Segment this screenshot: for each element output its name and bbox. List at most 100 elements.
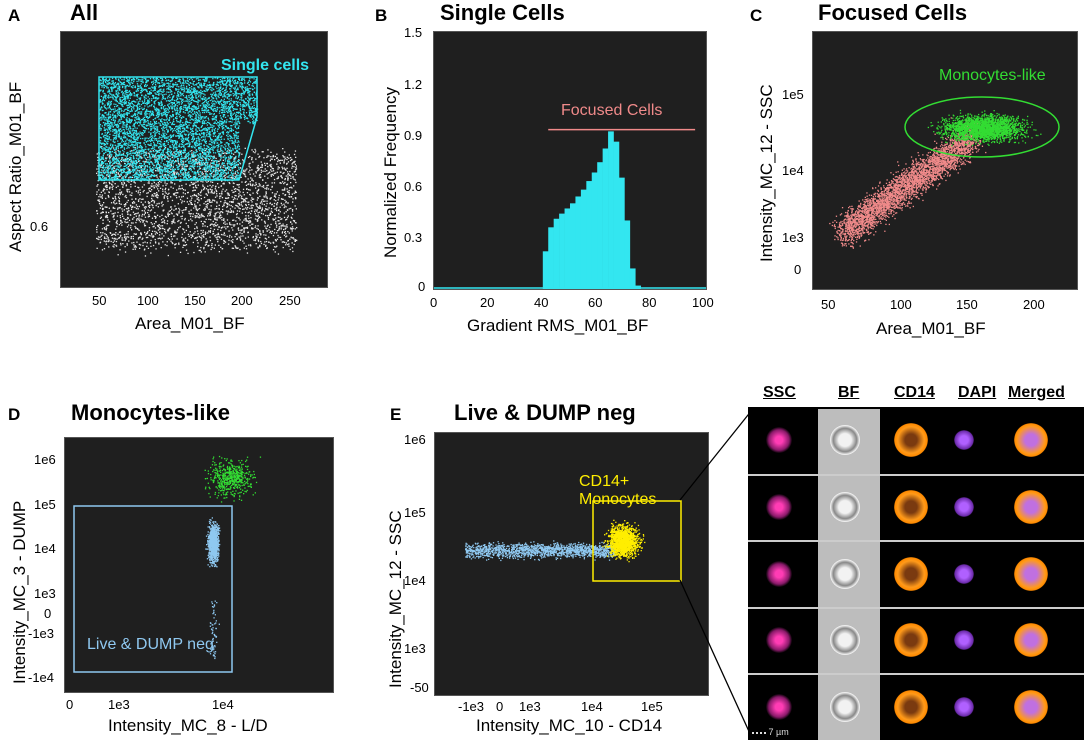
event-dot <box>262 198 264 201</box>
event-dot <box>249 166 251 169</box>
event-dot-single-cells <box>184 151 186 154</box>
event-dot <box>249 162 251 164</box>
event-dot <box>273 246 276 248</box>
event-dot <box>172 187 174 189</box>
event-dot <box>211 244 213 247</box>
event-dot <box>288 195 290 198</box>
event-dot <box>285 219 287 221</box>
event-dot-single-cells <box>122 159 124 162</box>
event-dot-single-cells <box>203 93 205 95</box>
event-dot <box>192 241 194 244</box>
event-dot <box>218 208 220 210</box>
event-dot-single-cells <box>154 131 156 133</box>
event-dot <box>223 232 225 235</box>
event-dot-single-cells <box>205 152 207 154</box>
event-dot <box>144 248 146 250</box>
event-dot <box>115 151 117 153</box>
event-dot-single-cells <box>140 153 142 155</box>
event-dot-single-cells <box>172 174 174 176</box>
event-dot <box>291 163 293 165</box>
event-dot <box>210 192 212 194</box>
event-dot <box>260 176 262 178</box>
event-dot-single-cells <box>143 118 145 121</box>
event-dot-single-cells <box>127 144 129 146</box>
event-dot <box>233 182 235 185</box>
event-dot <box>139 192 141 194</box>
event-dot <box>216 219 218 221</box>
event-dot-single-cells <box>195 120 197 122</box>
event-dot <box>252 151 255 153</box>
event-dot <box>288 208 290 210</box>
event-dot-single-cells <box>185 119 187 121</box>
event-dot <box>283 212 285 214</box>
event-dot <box>127 236 130 238</box>
event-dot <box>204 231 207 233</box>
event-dot <box>201 213 203 215</box>
event-dot <box>100 164 102 166</box>
event-dot <box>179 226 181 228</box>
event-dot <box>203 196 206 199</box>
event-dot <box>223 218 225 220</box>
event-dot <box>238 207 240 209</box>
event-dot-single-cells <box>156 160 158 162</box>
event-dot <box>125 171 128 174</box>
event-dot <box>285 236 287 238</box>
event-dot <box>144 225 146 227</box>
event-dot-single-cells <box>124 165 126 167</box>
event-dot <box>263 196 265 198</box>
event-dot <box>147 152 149 154</box>
event-dot-single-cells <box>173 123 176 126</box>
event-dot-single-cells <box>109 104 111 106</box>
event-dot-single-cells <box>251 94 254 96</box>
event-dot-single-cells <box>203 152 205 154</box>
event-dot-single-cells <box>176 140 178 142</box>
event-dot <box>291 193 293 195</box>
event-dot-single-cells <box>213 82 215 84</box>
event-dot-single-cells <box>139 144 142 147</box>
event-dot <box>202 184 204 186</box>
event-dot <box>144 231 146 234</box>
event-dot <box>284 156 286 158</box>
event-dot-single-cells <box>204 104 206 106</box>
event-dot-single-cells <box>108 116 111 118</box>
event-dot <box>192 195 194 197</box>
event-dot-single-cells <box>139 120 142 122</box>
event-dot <box>214 215 216 218</box>
event-dot-single-cells <box>141 148 143 150</box>
event-dot <box>115 232 117 234</box>
event-dot-single-cells <box>176 121 178 123</box>
event-dot <box>232 177 234 179</box>
event-dot-single-cells <box>221 135 223 137</box>
event-dot-single-cells <box>144 99 146 101</box>
event-dot <box>276 191 278 193</box>
event-dot <box>251 179 253 181</box>
event-dot <box>139 247 141 249</box>
event-dot-single-cells <box>171 135 173 137</box>
event-dot <box>255 203 257 205</box>
event-dot-single-cells <box>193 133 195 135</box>
event-dot <box>285 233 287 235</box>
event-dot-single-cells <box>168 119 170 121</box>
event-dot <box>118 174 121 176</box>
event-dot <box>124 162 126 165</box>
event-dot <box>101 194 103 196</box>
event-dot-single-cells <box>100 147 103 149</box>
event-dot <box>207 189 209 191</box>
event-dot-single-cells <box>161 118 163 120</box>
event-dot-single-cells <box>173 118 175 120</box>
event-dot <box>192 182 194 184</box>
event-dot <box>245 217 247 219</box>
event-dot-single-cells <box>215 140 217 142</box>
event-dot <box>163 196 165 198</box>
event-dot <box>259 232 261 234</box>
event-dot-single-cells <box>139 150 141 152</box>
event-dot <box>147 156 149 158</box>
event-dot <box>201 171 203 173</box>
event-dot-single-cells <box>193 177 195 179</box>
event-dot-single-cells <box>127 132 129 135</box>
event-dot-single-cells <box>99 82 101 84</box>
event-dot-single-cells <box>244 91 246 93</box>
event-dot-single-cells <box>224 148 226 150</box>
event-dot <box>132 235 134 238</box>
event-dot-single-cells <box>115 103 117 106</box>
